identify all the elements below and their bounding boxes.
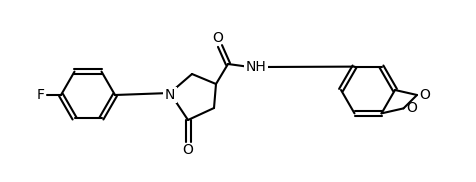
Text: NH: NH <box>246 60 267 74</box>
Text: O: O <box>213 31 223 45</box>
Text: N: N <box>165 88 175 102</box>
Text: F: F <box>37 88 45 102</box>
Text: O: O <box>419 88 430 102</box>
Text: O: O <box>406 101 417 115</box>
Text: O: O <box>183 143 193 157</box>
